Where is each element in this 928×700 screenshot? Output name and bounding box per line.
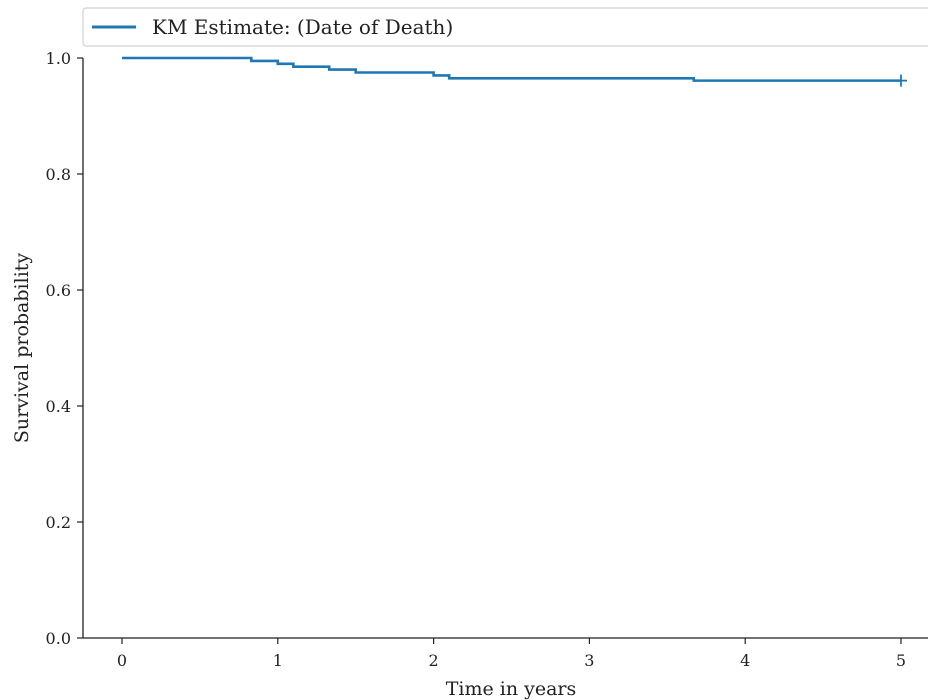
y-tick-label: 0.8 bbox=[46, 165, 71, 184]
plot-area bbox=[122, 56, 907, 87]
y-tick-label: 0.0 bbox=[46, 629, 71, 648]
legend-entry-label: KM Estimate: (Date of Death) bbox=[152, 15, 453, 39]
x-tick-label: 1 bbox=[273, 651, 283, 670]
x-tick-label: 0 bbox=[117, 651, 127, 670]
legend-frame bbox=[82, 7, 928, 47]
x-tick-label: 2 bbox=[429, 651, 439, 670]
legend: KM Estimate: (Date of Death) bbox=[82, 7, 928, 47]
x-tick-label: 4 bbox=[740, 651, 750, 670]
x-axis-ticks: 0 1 2 3 4 5 bbox=[117, 638, 906, 670]
y-tick-label: 0.4 bbox=[46, 397, 71, 416]
y-tick-label: 1.0 bbox=[46, 49, 71, 68]
y-axis-title: Survival probability bbox=[11, 253, 33, 444]
y-tick-label: 0.2 bbox=[46, 513, 71, 532]
y-axis-ticks: 0.0 0.2 0.4 0.6 0.8 1.0 bbox=[46, 49, 83, 648]
x-tick-label: 5 bbox=[896, 651, 906, 670]
x-axis-title: Time in years bbox=[446, 678, 577, 700]
x-tick-label: 3 bbox=[584, 651, 594, 670]
km-survival-line bbox=[122, 56, 901, 82]
y-tick-label: 0.6 bbox=[46, 281, 71, 300]
